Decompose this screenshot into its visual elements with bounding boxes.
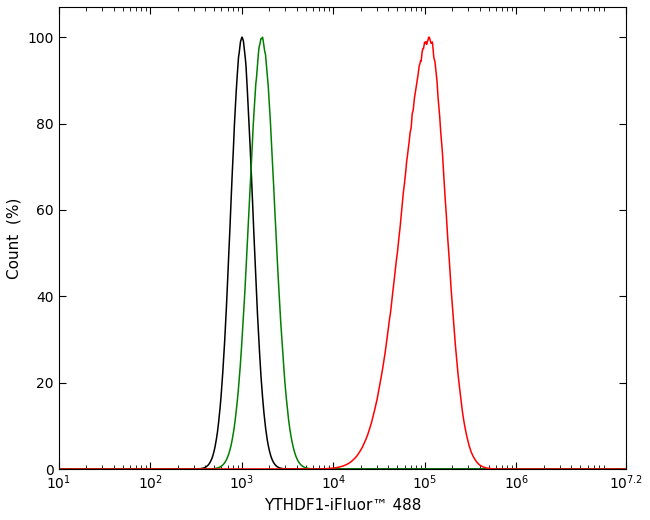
Y-axis label: Count  (%): Count (%) — [7, 197, 22, 279]
X-axis label: YTHDF1-iFluor™ 488: YTHDF1-iFluor™ 488 — [264, 498, 421, 513]
